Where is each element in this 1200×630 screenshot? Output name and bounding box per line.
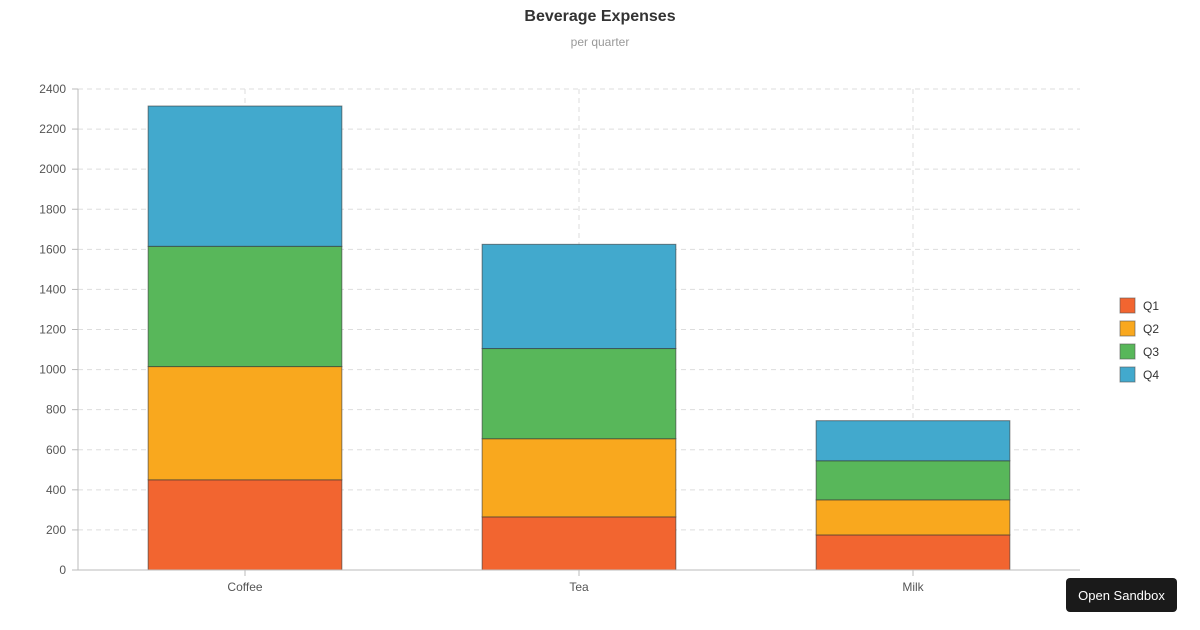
bar-tea-q2 xyxy=(481,438,677,518)
y-tick-label: 1000 xyxy=(39,363,66,377)
bar-milk-q3 xyxy=(815,460,1011,501)
legend-label-q4: Q4 xyxy=(1143,368,1159,382)
bar-milk-q4 xyxy=(815,420,1011,462)
y-tick-label: 800 xyxy=(46,403,66,417)
y-tick-label: 600 xyxy=(46,443,66,457)
chart-title: Beverage Expenses xyxy=(524,8,676,25)
legend-label-q3: Q3 xyxy=(1143,345,1159,359)
bar-coffee-q4 xyxy=(147,105,343,247)
legend-label-q2: Q2 xyxy=(1143,322,1159,336)
legend-swatch-q4 xyxy=(1119,366,1136,383)
x-tick-label: Milk xyxy=(902,580,924,594)
y-tick-label: 1400 xyxy=(39,282,66,296)
bar-tea-q1 xyxy=(481,516,677,571)
y-tick-label: 2200 xyxy=(39,122,66,136)
y-tick-label: 200 xyxy=(46,523,66,537)
legend-swatch-q3 xyxy=(1119,343,1136,360)
x-tick-label: Coffee xyxy=(227,580,262,594)
axes: 0 200 400 600 800 1000 1200 1400 1600 1800 2000 220… xyxy=(39,82,1080,594)
bar-tea-q4 xyxy=(481,243,677,350)
open-sandbox-button[interactable]: Open Sandbox xyxy=(1066,578,1177,612)
bar-coffee-q1 xyxy=(147,479,343,571)
y-tick-label: 1600 xyxy=(39,242,66,256)
bar-stacks xyxy=(147,105,1011,571)
legend-label-q1: Q1 xyxy=(1143,299,1159,313)
y-tick-label: 1200 xyxy=(39,323,66,337)
legend-swatch-q2 xyxy=(1119,320,1136,337)
y-tick-label: 1800 xyxy=(39,202,66,216)
chart-subtitle: per quarter xyxy=(570,35,630,49)
y-tick-label: 400 xyxy=(46,483,66,497)
bar-milk-q2 xyxy=(815,499,1011,536)
legend-swatch-q1 xyxy=(1119,297,1136,314)
y-tick-label: 0 xyxy=(59,563,66,577)
x-tick-label: Tea xyxy=(569,580,589,594)
bar-coffee-q2 xyxy=(147,366,343,481)
y-tick-label: 2000 xyxy=(39,162,66,176)
legend: Q1 Q2 Q3 Q4 xyxy=(1119,297,1159,383)
bar-milk-q1 xyxy=(815,534,1011,571)
bar-coffee-q3 xyxy=(147,245,343,368)
y-tick-label: 2400 xyxy=(39,82,66,96)
bar-tea-q3 xyxy=(481,348,677,440)
